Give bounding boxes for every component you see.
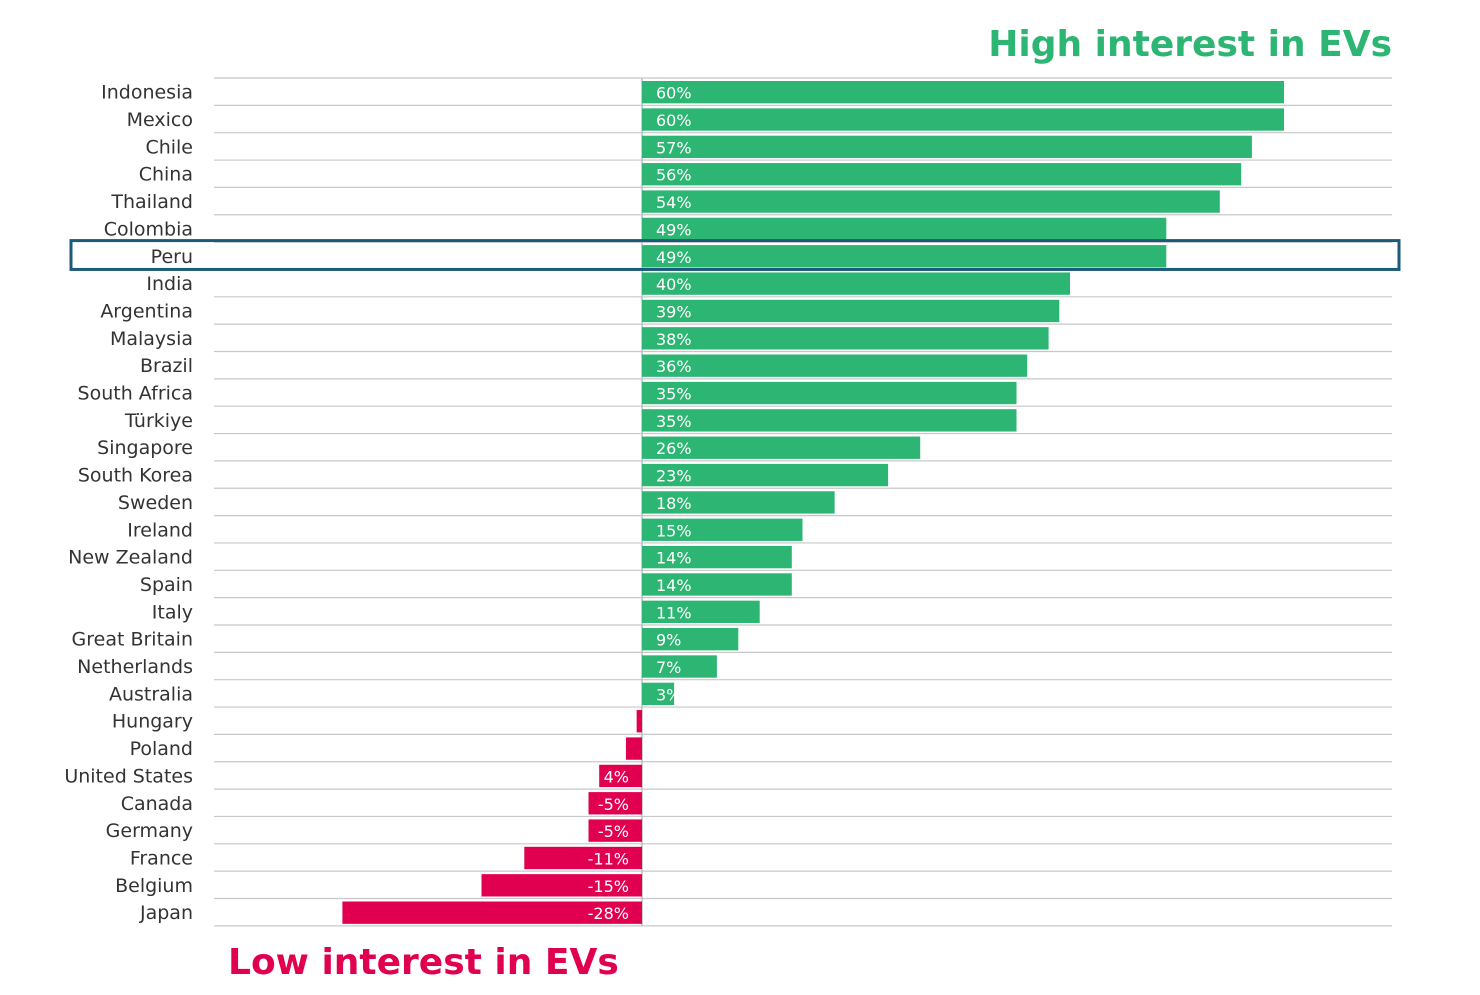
- bar-germany: [588, 819, 642, 842]
- category-label: Italy: [152, 601, 193, 623]
- value-label: 9%: [656, 631, 681, 650]
- category-label: Singapore: [97, 437, 193, 459]
- low-interest-annotation: Low interest in EVs: [228, 942, 619, 983]
- category-label: Colombia: [104, 218, 193, 240]
- value-label: 38%: [656, 330, 692, 349]
- highlight-box: [69, 239, 1401, 271]
- category-label: Sweden: [118, 492, 193, 514]
- bar-poland: [625, 737, 642, 760]
- bar-ireland: [642, 518, 803, 541]
- category-label: Australia: [109, 683, 193, 705]
- bar-mexico: [642, 108, 1284, 131]
- category-label: Netherlands: [77, 656, 193, 678]
- value-label: -11%: [588, 849, 629, 868]
- bar-spain: [642, 573, 792, 596]
- bar-thailand: [642, 190, 1220, 213]
- value-label: 60%: [656, 84, 692, 103]
- category-label: Ireland: [127, 519, 193, 541]
- category-label: New Zealand: [68, 547, 193, 569]
- value-label: 35%: [656, 412, 692, 431]
- value-label: 49%: [656, 220, 692, 239]
- bar-singapore: [642, 436, 921, 459]
- category-label: Belgium: [115, 875, 193, 897]
- value-label: 18%: [656, 494, 692, 513]
- value-label: -28%: [588, 904, 629, 923]
- bar-france: [524, 846, 642, 870]
- category-label: Chile: [145, 136, 193, 158]
- bar-australia: [642, 682, 675, 706]
- value-label: 26%: [656, 439, 692, 458]
- bar-t-rkiye: [642, 409, 1017, 432]
- bar-canada: [588, 792, 642, 815]
- category-label: France: [130, 847, 193, 869]
- bar-chile: [642, 135, 1252, 159]
- bar-hungary: [636, 710, 642, 733]
- bar-china: [642, 163, 1242, 186]
- category-label: South Korea: [78, 465, 193, 487]
- value-label: 54%: [656, 193, 692, 212]
- value-label: 14%: [656, 576, 692, 595]
- category-label: Brazil: [140, 355, 193, 377]
- value-label: 40%: [656, 275, 692, 294]
- value-label: 3%: [656, 685, 681, 704]
- bar-new-zealand: [642, 545, 792, 569]
- category-label: Hungary: [112, 711, 193, 733]
- category-label: Thailand: [110, 191, 193, 213]
- value-label: 56%: [656, 166, 692, 185]
- value-label: 7%: [656, 658, 681, 677]
- value-label: 14%: [656, 549, 692, 568]
- bar-japan: [342, 901, 642, 924]
- bar-colombia: [642, 217, 1167, 241]
- bar-india: [642, 272, 1070, 295]
- value-label: 36%: [656, 357, 692, 376]
- category-label: Great Britain: [72, 629, 193, 651]
- category-label: Germany: [106, 820, 193, 842]
- category-label: United States: [64, 765, 193, 787]
- high-interest-annotation: High interest in EVs: [988, 24, 1392, 65]
- value-label: 35%: [656, 385, 692, 404]
- value-label: 57%: [656, 138, 692, 157]
- value-label: 11%: [656, 603, 692, 622]
- value-label: 4%: [604, 767, 629, 786]
- value-label: 60%: [656, 111, 692, 130]
- bar-italy: [642, 600, 760, 623]
- bar-south-africa: [642, 381, 1017, 405]
- bar-peru: [642, 245, 1167, 268]
- bar-sweden: [642, 491, 835, 514]
- category-label: China: [139, 164, 193, 186]
- bar-malaysia: [642, 327, 1049, 350]
- category-label: Canada: [121, 793, 193, 815]
- value-label: -5%: [598, 795, 629, 814]
- bar-south-korea: [642, 463, 889, 487]
- value-label: 15%: [656, 521, 692, 540]
- value-label: -15%: [588, 877, 629, 896]
- category-label: Indonesia: [101, 82, 193, 104]
- bar-indonesia: [642, 81, 1284, 104]
- category-label: South Africa: [78, 383, 193, 405]
- category-label: Poland: [130, 738, 193, 760]
- category-label: Mexico: [127, 109, 193, 131]
- value-label: -5%: [598, 822, 629, 841]
- bar-belgium: [481, 874, 642, 897]
- bar-united-states: [599, 764, 642, 788]
- bar-netherlands: [642, 655, 717, 678]
- bar-brazil: [642, 354, 1028, 377]
- category-label: Peru: [151, 246, 193, 268]
- bar-argentina: [642, 299, 1060, 323]
- value-label: 23%: [656, 467, 692, 486]
- value-label: 49%: [656, 248, 692, 267]
- category-label: Japan: [139, 902, 193, 924]
- category-label: Spain: [140, 574, 193, 596]
- category-label: Malaysia: [110, 328, 193, 350]
- category-label: India: [146, 273, 193, 295]
- category-label: Argentina: [100, 300, 193, 322]
- category-label: Türkiye: [124, 410, 193, 432]
- value-label: 39%: [656, 302, 692, 321]
- bar-great-britain: [642, 628, 739, 651]
